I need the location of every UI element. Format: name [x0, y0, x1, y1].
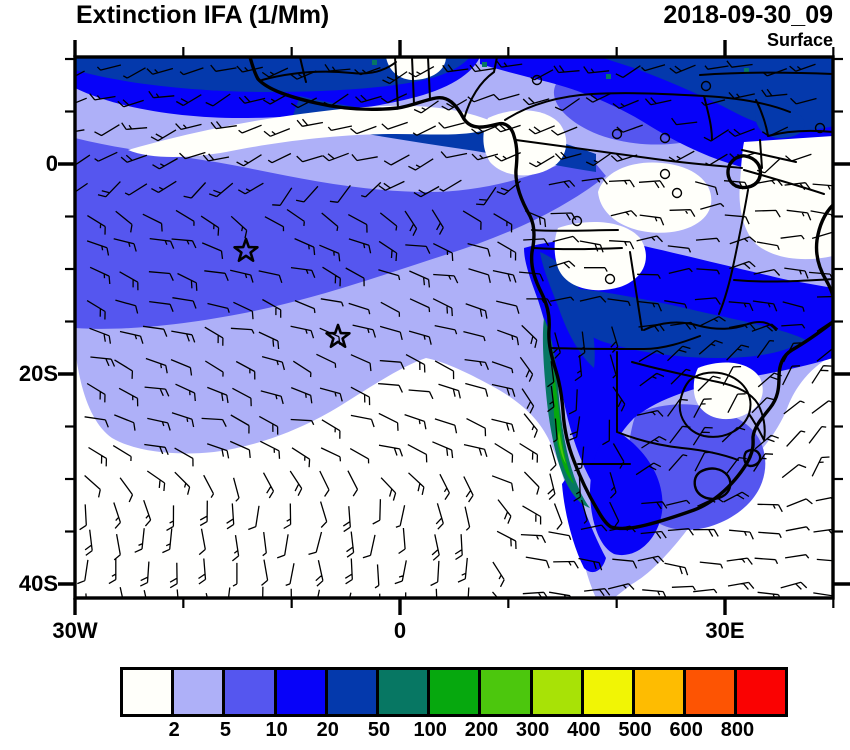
colorbar-label-2: 2: [168, 719, 180, 741]
lat-axis-label-0: 0: [45, 151, 58, 176]
colorbar-label-800: 800: [720, 719, 755, 741]
lat-axis-label-40S: 40S: [18, 571, 58, 596]
colorbar: [120, 667, 789, 717]
colorbar-label-10: 10: [265, 719, 288, 741]
map-frame: [73, 55, 835, 600]
calm-wind-circle: [659, 132, 671, 144]
colorbar-swatch-1: [174, 670, 223, 714]
calm-wind-circle: [700, 80, 712, 92]
lat-axis-label-20S: 20S: [18, 361, 58, 386]
colorbar-swatch-7: [481, 670, 530, 714]
calm-wind-circle: [659, 168, 671, 180]
colorbar-label-5: 5: [219, 719, 231, 741]
calm-wind-circle: [611, 128, 623, 140]
coastline: [248, 57, 833, 531]
colorbar-swatch-0: [123, 670, 172, 714]
colorbar-swatch-5: [378, 670, 428, 714]
map-markers: [233, 74, 826, 348]
datetime-label: 2018-09-30_09: [663, 1, 833, 29]
map-area: [75, 57, 833, 598]
colorbar-swatch-10: [634, 670, 684, 714]
calm-wind-circle: [531, 74, 543, 86]
calm-wind-circle: [814, 122, 826, 134]
colorbar-label-100: 100: [413, 719, 447, 741]
star-marker: [233, 237, 259, 262]
page-title: Extinction IFA (1/Mm): [76, 1, 330, 29]
colorbar-label-20: 20: [316, 719, 339, 741]
colorbar-label-200: 200: [464, 719, 499, 741]
lon-axis-label-30W: 30W: [52, 618, 98, 643]
axis-ticks: [58, 40, 850, 615]
colorbar-swatch-6: [430, 670, 479, 714]
level-label: Surface: [766, 30, 833, 50]
colorbar-swatch-4: [327, 670, 376, 714]
colorbar-label-300: 300: [515, 719, 550, 741]
lon-axis-label-30E: 30E: [705, 618, 745, 643]
colorbar-swatch-11: [686, 670, 735, 714]
colorbar-label-400: 400: [567, 719, 601, 741]
colorbar-swatch-8: [532, 670, 581, 714]
calm-wind-circle: [604, 273, 616, 285]
colorbar-swatch-3: [276, 670, 325, 714]
calm-wind-circle: [671, 187, 683, 199]
colorbar-swatch-12: [737, 670, 786, 714]
colorbar-label-500: 500: [618, 719, 652, 741]
star-marker: [325, 323, 351, 348]
calm-wind-circle: [571, 215, 583, 227]
colorbar-label-50: 50: [367, 719, 391, 741]
colorbar-label-600: 600: [669, 719, 703, 741]
lon-axis-label-0: 0: [393, 618, 407, 643]
colorbar-swatch-2: [225, 670, 274, 714]
colorbar-swatch-9: [583, 670, 632, 714]
